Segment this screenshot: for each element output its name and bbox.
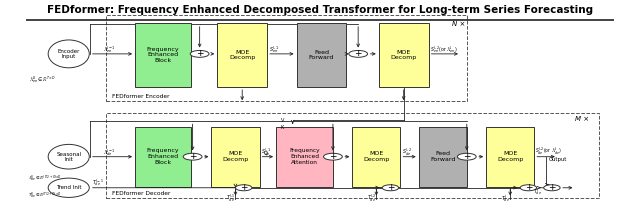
Text: K: K (281, 125, 284, 130)
Text: FEDformer Decoder: FEDformer Decoder (111, 191, 170, 196)
Circle shape (458, 153, 476, 160)
Text: Feed
Forward: Feed Forward (430, 151, 456, 162)
Text: V: V (281, 118, 284, 123)
FancyBboxPatch shape (217, 23, 267, 87)
FancyBboxPatch shape (135, 23, 191, 87)
Text: Seasonal
Init: Seasonal Init (56, 151, 81, 162)
Text: +: + (548, 183, 556, 192)
Text: +: + (525, 183, 532, 192)
Text: +: + (196, 49, 204, 58)
Text: M ×: M × (575, 116, 589, 122)
Text: $T_{de}^{0}{\in}\mathbb{R}^{(T/2+O){\times}D}$: $T_{de}^{0}{\in}\mathbb{R}^{(T/2+O){\tim… (28, 191, 61, 201)
Text: Feed
Forward: Feed Forward (308, 49, 334, 60)
Text: +: + (387, 183, 394, 192)
Circle shape (544, 185, 560, 191)
Text: +: + (329, 152, 337, 161)
Text: $S_{de}^{l,2}$(or $\mathcal{X}_{de}^{l}$): $S_{de}^{l,2}$(or $\mathcal{X}_{de}^{l}$… (536, 146, 563, 157)
Text: $T_{de}^{l,1}$: $T_{de}^{l,1}$ (226, 193, 236, 204)
Text: Frequency
Enhanced
Block: Frequency Enhanced Block (147, 47, 179, 63)
FancyBboxPatch shape (379, 23, 429, 87)
Circle shape (382, 185, 399, 191)
Text: +: + (240, 183, 248, 192)
Ellipse shape (48, 40, 89, 68)
Circle shape (349, 50, 367, 57)
Text: +: + (463, 152, 470, 161)
Circle shape (324, 153, 342, 160)
Text: $\mathcal{X}_{en}^{0}{\in}\mathbb{R}^{T{\times}D}$: $\mathcal{X}_{en}^{0}{\in}\mathbb{R}^{T{… (29, 75, 56, 85)
Text: MOE
Decomp: MOE Decomp (364, 151, 390, 162)
Text: $T_{de}^{l,2}$: $T_{de}^{l,2}$ (367, 193, 376, 204)
Text: Frequency
Enhanced
Block: Frequency Enhanced Block (147, 148, 179, 165)
Text: $S_{de}^{l,1}$: $S_{de}^{l,1}$ (261, 147, 271, 158)
Text: MOE
Decomp: MOE Decomp (497, 151, 524, 162)
Text: +: + (355, 49, 362, 58)
FancyBboxPatch shape (135, 127, 191, 187)
Text: Encoder
Input: Encoder Input (58, 49, 80, 59)
Circle shape (183, 153, 202, 160)
Circle shape (190, 50, 209, 57)
Text: Frequency
Enhanced
Attention: Frequency Enhanced Attention (289, 148, 320, 165)
FancyBboxPatch shape (419, 127, 467, 187)
FancyBboxPatch shape (486, 127, 534, 187)
Text: Output: Output (549, 157, 567, 162)
Text: FEDformer: Frequency Enhanced Decomposed Transformer for Long-term Series Foreca: FEDformer: Frequency Enhanced Decomposed… (47, 5, 593, 15)
FancyBboxPatch shape (352, 127, 401, 187)
FancyBboxPatch shape (211, 127, 260, 187)
Text: N ×: N × (452, 21, 465, 27)
FancyBboxPatch shape (276, 127, 333, 187)
Text: $S_{de}^{l,2}$: $S_{de}^{l,2}$ (402, 147, 412, 158)
Ellipse shape (48, 178, 89, 197)
Text: $T_{de}^{l-1}$: $T_{de}^{l-1}$ (92, 178, 104, 188)
Text: $T_{de}^{l}$: $T_{de}^{l}$ (501, 194, 509, 204)
Circle shape (520, 185, 536, 191)
FancyBboxPatch shape (296, 23, 346, 87)
Ellipse shape (48, 144, 89, 169)
Text: $S_{en}^{l,1}$: $S_{en}^{l,1}$ (269, 45, 279, 55)
Text: MOE
Decomp: MOE Decomp (229, 49, 255, 60)
Text: MOE
Decomp: MOE Decomp (222, 151, 248, 162)
Text: FEDformer Encoder: FEDformer Encoder (111, 94, 169, 99)
Text: +: + (189, 152, 196, 161)
Text: $\mathcal{X}_{de}^{0}{\in}\mathbb{R}^{(T/2+O){\times}D}$: $\mathcal{X}_{de}^{0}{\in}\mathbb{R}^{(T… (28, 174, 61, 184)
Text: Q: Q (264, 151, 268, 156)
Text: $T_{de}^{l}$: $T_{de}^{l}$ (533, 186, 542, 197)
Text: $\mathcal{X}_{en}^{l-1}$: $\mathcal{X}_{en}^{l-1}$ (103, 45, 115, 55)
Circle shape (236, 185, 252, 191)
Text: $\mathcal{X}_{de}^{l-1}$: $\mathcal{X}_{de}^{l-1}$ (103, 148, 115, 158)
Text: Trend Init: Trend Init (56, 185, 81, 190)
Text: $S_{en}^{l,2}$(or $\mathcal{X}_{en}^{l}$): $S_{en}^{l,2}$(or $\mathcal{X}_{en}^{l}$… (430, 44, 458, 55)
Text: MOE
Decomp: MOE Decomp (390, 49, 417, 60)
